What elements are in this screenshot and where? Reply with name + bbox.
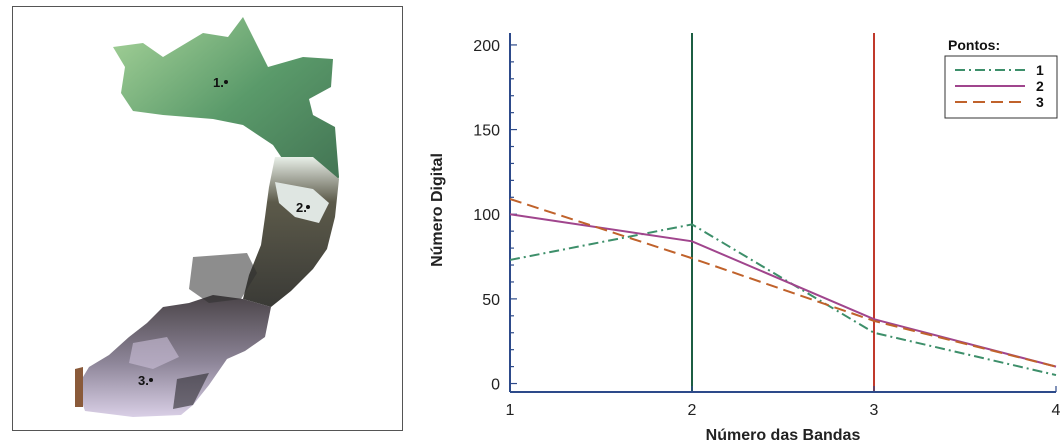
legend-label-1: 1 xyxy=(1036,62,1044,78)
series-line-1 xyxy=(509,223,1057,377)
legend-label-2: 2 xyxy=(1036,78,1044,94)
point-3-label: 3. xyxy=(138,373,149,388)
y-axis-title: Número Digital xyxy=(429,153,446,267)
x-tick-label: 2 xyxy=(688,402,697,419)
series-line-2 xyxy=(509,213,1057,368)
sample-point-1: 1. xyxy=(213,75,228,90)
x-tick-label: 1 xyxy=(506,402,515,419)
x-tick-label: 4 xyxy=(1052,402,1060,419)
legend-label-3: 3 xyxy=(1036,94,1044,110)
x-tick-label: 3 xyxy=(870,402,879,419)
map-panel: 1. 2. 3. xyxy=(12,6,403,431)
water-body xyxy=(75,17,339,417)
legend-title: Pontos: xyxy=(948,37,1000,53)
y-tick-label: 200 xyxy=(473,38,500,55)
sample-point-3: 3. xyxy=(138,373,153,388)
series-line-3 xyxy=(509,198,1057,368)
y-tick-label: 50 xyxy=(482,292,500,309)
satellite-image: 1. 2. 3. xyxy=(75,17,339,417)
y-tick-label: 100 xyxy=(473,207,500,224)
y-tick-label: 150 xyxy=(473,123,500,140)
point-2-label: 2. xyxy=(296,200,307,215)
sample-point-2: 2. xyxy=(296,200,310,215)
x-axis-title: Número das Bandas xyxy=(706,427,861,444)
legend: Pontos: 123 xyxy=(944,37,1058,119)
y-tick-label: 0 xyxy=(491,377,500,394)
point-1-label: 1. xyxy=(213,75,224,90)
